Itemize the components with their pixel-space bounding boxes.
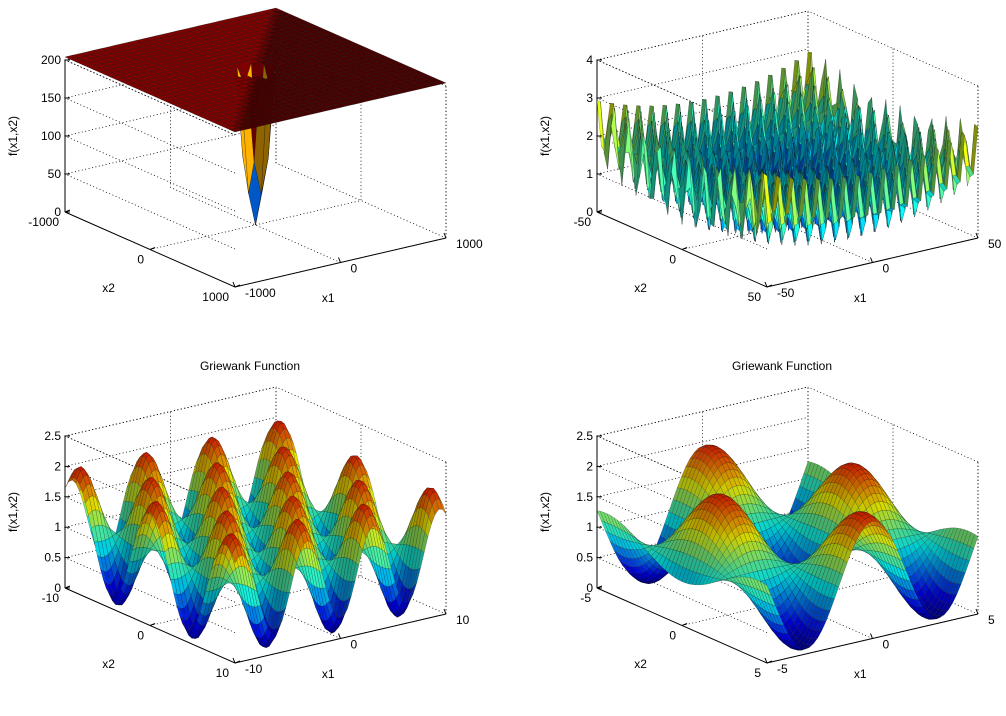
box-edge (64, 59, 236, 136)
z-gridline (63, 386, 277, 512)
z-tick-label: 1 (586, 167, 593, 181)
x-tick-label: -1000 (245, 286, 276, 300)
y-tick-label: 0 (669, 253, 676, 267)
y-tick-label: -50 (574, 215, 592, 229)
x-axis-label: x1 (854, 291, 867, 305)
z-tick-label: 4 (586, 53, 593, 67)
z-axis-label: f(x1,x2) (538, 116, 552, 156)
x-axis-label: x1 (322, 291, 335, 305)
z-axis-label: f(x1,x2) (6, 116, 20, 156)
z-tick-label: 100 (41, 129, 61, 143)
x-tick-label: 1000 (456, 237, 483, 251)
z-tick-label: 2 (586, 129, 593, 143)
z-tick-label: 200 (41, 53, 61, 67)
y-axis-label: x2 (102, 281, 115, 295)
box-edge (807, 10, 979, 87)
z-tick-label: 150 (41, 91, 61, 105)
surface-plot-1: 050100150200-10000100010000-1000x1x2f(x1… (6, 7, 483, 305)
z-tick-label: 50 (48, 167, 62, 181)
x-tick (870, 257, 873, 263)
y-tick-label: 0 (137, 253, 144, 267)
surface-patch (969, 124, 979, 177)
x-tick-label: 0 (351, 262, 358, 276)
y-tick-label: 1000 (202, 290, 229, 304)
x-tick (338, 257, 341, 263)
surface-mesh (64, 7, 447, 226)
y-tick-label: 50 (748, 290, 762, 304)
z-tick-label: 3 (586, 91, 593, 105)
surface-mesh (596, 51, 979, 246)
y-tick-label: -1000 (28, 215, 59, 229)
x-tick-label: 50 (988, 237, 1002, 251)
y-axis-label: x2 (634, 281, 647, 295)
box-edge (275, 386, 447, 463)
surface-plot-3: 00.511.522.5-10010100-10x1x2f(x1,x2)Grie… (6, 359, 470, 681)
x-tick-label: 0 (883, 262, 890, 276)
x-tick-label: -50 (777, 286, 795, 300)
